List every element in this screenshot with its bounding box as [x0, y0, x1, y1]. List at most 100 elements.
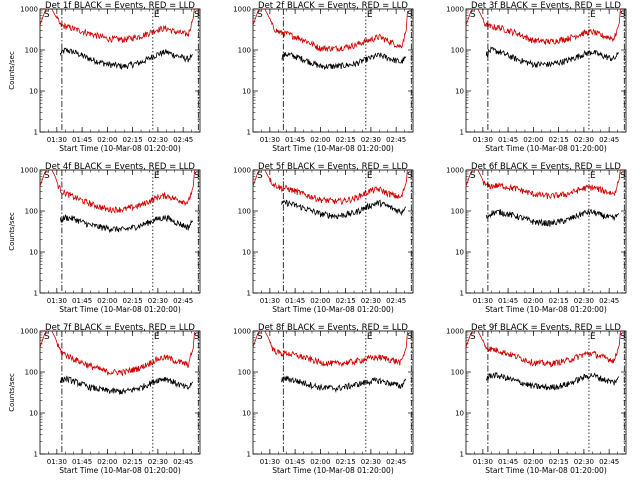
x-tick-label: 02:00 — [310, 458, 330, 466]
chart-title: Det 9f BLACK = Events, RED = LLD — [471, 323, 621, 333]
y-tick-label: 1 — [247, 290, 251, 298]
lld-series-line — [40, 170, 195, 214]
x-tick-label: 02:45 — [386, 297, 406, 305]
marker-label: S — [44, 10, 50, 20]
y-tick-label: 10 — [455, 249, 464, 257]
x-tick-label: 02:00 — [523, 136, 543, 144]
y-tick-label: 1 — [34, 129, 38, 137]
y-tick-label: 100 — [451, 208, 464, 216]
x-tick-label: 01:30 — [47, 458, 67, 466]
x-tick-label: 02:00 — [97, 458, 117, 466]
marker-label: E — [154, 332, 160, 342]
y-tick-label: 10 — [242, 410, 251, 418]
y-tick-label: 1 — [460, 451, 464, 459]
y-tick-label: 100 — [25, 369, 38, 377]
events-series-line — [281, 199, 407, 220]
x-tick-label: 02:15 — [336, 297, 356, 305]
x-tick-label: 01:30 — [260, 458, 280, 466]
x-tick-label: 02:30 — [361, 297, 381, 305]
x-tick-label: 02:45 — [599, 136, 619, 144]
x-tick-label: 01:45 — [285, 136, 305, 144]
x-tick-label: 02:30 — [148, 297, 168, 305]
y-tick-label: 100 — [238, 208, 251, 216]
y-tick-label: 100 — [25, 47, 38, 55]
marker-label: S — [194, 332, 200, 342]
y-tick-label: 100 — [451, 369, 464, 377]
chart-panel-3: Det 3f BLACK = Events, RED = LLD 1 10 100 10… — [446, 1, 627, 153]
y-axis-label: Counts/sec — [8, 373, 16, 412]
marker-label: E — [367, 10, 373, 20]
x-tick-label: 01:45 — [72, 458, 92, 466]
x-tick-label: 02:30 — [361, 458, 381, 466]
y-tick-label: 1000 — [233, 167, 251, 175]
x-axis-label: Start Time (10-Mar-08 01:20:00) — [485, 305, 607, 314]
y-tick-label: 1 — [460, 129, 464, 137]
marker-label: S — [407, 332, 413, 342]
events-series-line — [485, 371, 620, 391]
y-tick-label: 10 — [242, 88, 251, 96]
plot-frame — [465, 8, 627, 133]
x-axis-label: Start Time (10-Mar-08 01:20:00) — [272, 305, 394, 314]
x-tick-label: 01:30 — [47, 297, 67, 305]
y-tick-label: 100 — [451, 47, 464, 55]
x-tick-label: 02:00 — [523, 297, 543, 305]
y-tick-label: 1 — [460, 290, 464, 298]
plot-frame — [465, 330, 627, 455]
x-tick-label: 01:45 — [285, 458, 305, 466]
marker-label: S — [407, 10, 413, 20]
x-tick-label: 01:30 — [473, 458, 493, 466]
y-tick-label: 10 — [29, 410, 38, 418]
x-tick-label: 02:30 — [574, 136, 594, 144]
y-tick-label: 1 — [34, 290, 38, 298]
x-axis-label: Start Time (10-Mar-08 01:20:00) — [485, 144, 607, 153]
x-tick-label: 01:45 — [498, 458, 518, 466]
x-tick-label: 01:30 — [47, 136, 67, 144]
x-tick-label: 02:45 — [173, 458, 193, 466]
x-tick-label: 02:15 — [549, 458, 569, 466]
events-series-line — [485, 46, 620, 69]
y-tick-label: 10 — [242, 249, 251, 257]
marker-label: E — [367, 171, 373, 181]
lld-series-line — [40, 9, 195, 44]
x-tick-label: 01:45 — [285, 297, 305, 305]
plot-frame — [39, 169, 201, 294]
chart-title: Det 4f BLACK = Events, RED = LLD — [45, 162, 195, 172]
y-tick-label: 1000 — [233, 6, 251, 14]
x-tick-label: 02:15 — [549, 136, 569, 144]
y-tick-label: 100 — [238, 369, 251, 377]
marker-label: S — [257, 171, 263, 181]
plot-frame — [252, 169, 414, 294]
x-tick-label: 02:30 — [574, 297, 594, 305]
x-tick-label: 02:15 — [336, 136, 356, 144]
y-tick-label: 10 — [29, 88, 38, 96]
x-tick-label: 02:45 — [386, 136, 406, 144]
y-tick-label: 10 — [455, 88, 464, 96]
x-tick-label: 01:45 — [498, 136, 518, 144]
chart-title: Det 3f BLACK = Events, RED = LLD — [471, 1, 621, 11]
x-axis-label: Start Time (10-Mar-08 01:20:00) — [485, 466, 607, 475]
x-tick-label: 01:30 — [260, 136, 280, 144]
x-tick-label: 01:45 — [72, 136, 92, 144]
x-tick-label: 02:15 — [336, 458, 356, 466]
x-axis-label: Start Time (10-Mar-08 01:20:00) — [272, 466, 394, 475]
marker-label: E — [154, 171, 160, 181]
y-axis-label: Counts/sec — [8, 212, 16, 251]
lld-series-line — [40, 331, 195, 377]
lld-series-line — [253, 170, 408, 205]
plot-frame — [39, 8, 201, 133]
chart-panel-7: Det 7f BLACK = Events, RED = LLD 1 10 100 10… — [8, 323, 201, 475]
events-series-line — [485, 208, 620, 227]
plot-frame — [39, 330, 201, 455]
chart-title: Det 1f BLACK = Events, RED = LLD — [45, 1, 195, 11]
plot-frame — [252, 8, 414, 133]
marker-label: E — [590, 171, 596, 181]
x-tick-label: 02:45 — [173, 297, 193, 305]
y-tick-label: 100 — [25, 208, 38, 216]
x-tick-label: 02:45 — [173, 136, 193, 144]
y-tick-label: 1 — [247, 451, 251, 459]
events-series-line — [59, 375, 194, 395]
marker-label: S — [257, 10, 263, 20]
lld-series-line — [466, 9, 621, 45]
marker-label: S — [620, 10, 626, 20]
x-tick-label: 02:00 — [97, 297, 117, 305]
